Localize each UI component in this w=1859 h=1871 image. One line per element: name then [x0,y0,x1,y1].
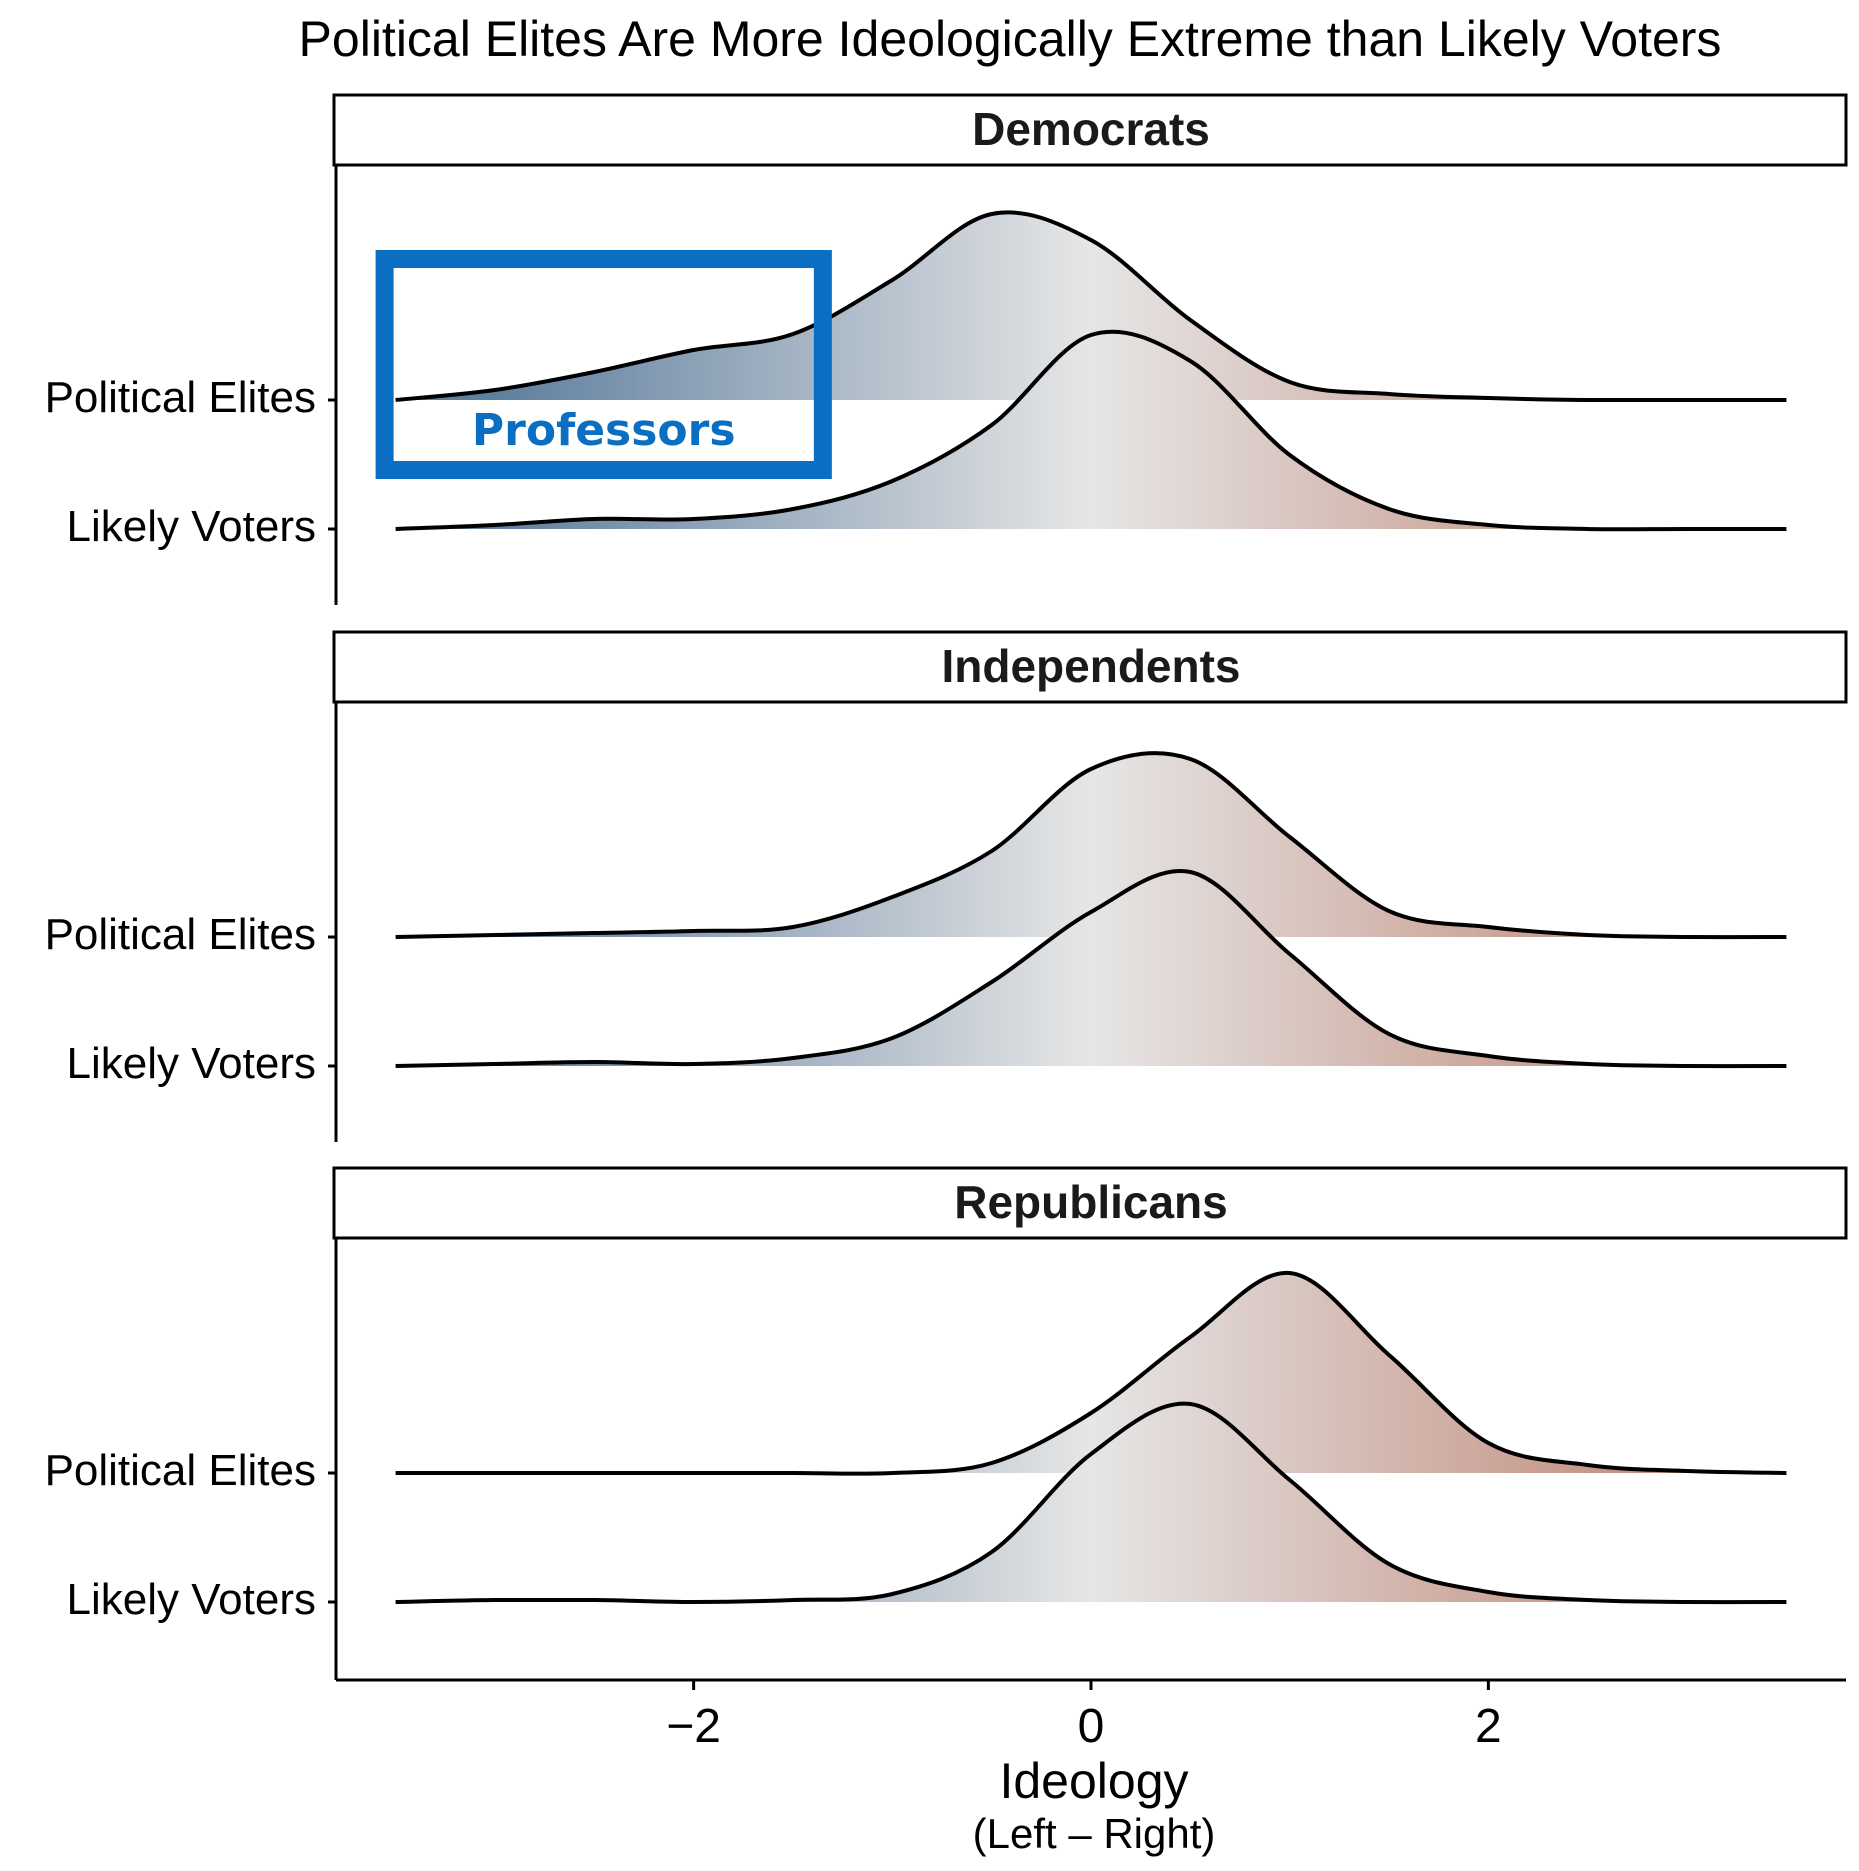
professors-box [375,250,832,479]
density-area-political-elites [395,1272,1787,1474]
y-label-likely-voters: Likely Voters [67,502,316,551]
density-line-political-elites [395,1270,1787,1476]
professors-label: Professors [472,405,736,456]
strip-label: Independents [941,640,1240,692]
panel-republicans: Republicans Political Elites Likely Voters [45,1166,1848,1680]
strip-label: Democrats [972,103,1210,155]
x-tick-label: 2 [1475,1700,1502,1753]
panel-independents: Independents Political Elites Likely Voter… [45,630,1848,1142]
density-area-political-elites [395,753,1787,938]
density-line-likely-voters [395,868,1787,1069]
density-line-political-elites [395,751,1787,940]
chart-title: Political Elites Are More Ideologically … [299,11,1722,67]
x-axis-label: Ideology [999,1753,1188,1809]
y-label-political-elites: Political Elites [45,910,316,959]
y-label-political-elites: Political Elites [45,373,316,422]
panel-democrats: Democrats Political Elites Likely Voters [45,93,1848,605]
y-label-likely-voters: Likely Voters [67,1039,316,1088]
density-area-political-elites [395,212,1787,401]
strip-header [332,93,1848,167]
x-tick-label: 0 [1078,1700,1105,1753]
density-area-likely-voters [395,870,1787,1067]
density-line-likely-voters [395,329,1787,532]
strip-header [332,630,1848,704]
density-area-likely-voters [395,331,1787,530]
x-tick-label: −2 [666,1700,721,1753]
density-line-political-elites [395,210,1787,403]
strip-label: Republicans [954,1176,1228,1228]
density-line-likely-voters [395,1401,1787,1605]
professors-annotation: Professors [375,250,832,479]
x-axis-sublabel: (Left – Right) [973,1810,1216,1857]
y-label-likely-voters: Likely Voters [67,1575,316,1624]
y-label-political-elites: Political Elites [45,1446,316,1495]
x-axis: −2 0 2 [336,1678,1846,1753]
density-area-likely-voters [395,1403,1787,1603]
strip-header [332,1166,1848,1240]
